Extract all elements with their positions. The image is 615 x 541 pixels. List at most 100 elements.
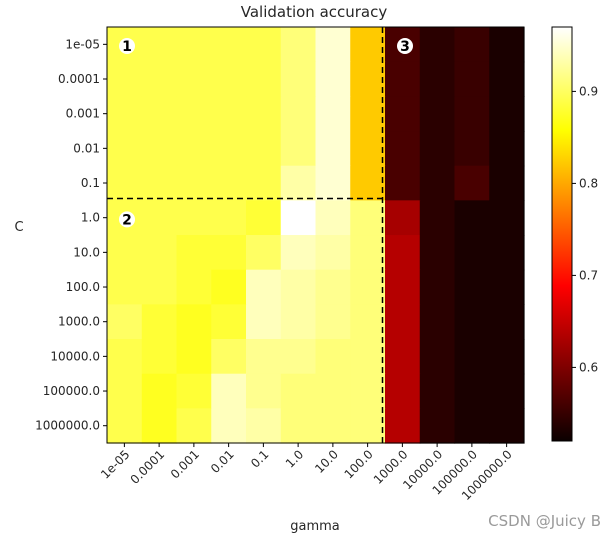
y-tick-label: 100.0 [66, 280, 100, 294]
heatmap-cell [315, 235, 351, 271]
heatmap-cell [107, 235, 143, 271]
heatmap-cell [454, 200, 490, 236]
heatmap-cell [419, 131, 456, 167]
heatmap-cell [176, 27, 212, 63]
heatmap-cell [141, 200, 178, 236]
x-tick-label: 0.1 [248, 447, 271, 470]
heatmap-cell [246, 27, 282, 63]
x-tick-label: 0.001 [168, 447, 202, 481]
heatmap-cell [454, 408, 490, 444]
heatmap-cell [454, 304, 490, 340]
heatmap-cell [454, 27, 490, 63]
x-tick-label: 0.01 [208, 447, 237, 476]
heatmap-cell [211, 269, 247, 305]
heatmap-cell [489, 373, 525, 409]
heatmap-cell [176, 165, 212, 201]
heatmap-cell [211, 304, 247, 340]
heatmap-cell [176, 373, 212, 409]
annotation-label: 1 [122, 39, 132, 55]
heatmap-cell [107, 165, 143, 201]
heatmap-cell [246, 269, 282, 305]
heatmap-cell [489, 200, 525, 236]
heatmap-cell [280, 235, 317, 271]
heatmap-cell [489, 131, 525, 167]
heatmap-cell [280, 61, 317, 97]
heatmap-cell [419, 373, 456, 409]
heatmap-cell [315, 408, 351, 444]
heatmap-cell [419, 339, 456, 375]
colorbar-ticks: 0.6 0.7 0.8 0.9 [572, 84, 598, 374]
heatmap-cell [107, 96, 143, 132]
heatmap-cell [385, 200, 421, 236]
heatmap-cell [141, 408, 178, 444]
x-axis-label: gamma [290, 519, 340, 534]
y-tick-label: 1.0 [81, 211, 100, 225]
heatmap-cell [350, 131, 386, 167]
heatmap-cell [350, 27, 386, 63]
heatmap-cell [489, 304, 525, 340]
heatmap-cell [385, 269, 421, 305]
heatmap-cell [350, 235, 386, 271]
heatmap-cell [419, 200, 456, 236]
heatmap-cell [246, 339, 282, 375]
heatmap-cell [385, 165, 421, 201]
heatmap-cell [246, 235, 282, 271]
heatmap-cell [280, 304, 317, 340]
y-tick-label: 0.1 [81, 176, 100, 190]
heatmap-cell [454, 235, 490, 271]
x-tick-label: 10.0 [312, 447, 341, 476]
heatmap-cell [141, 235, 178, 271]
heatmap-cell [350, 304, 386, 340]
y-tick-label: 1000.0 [58, 315, 100, 329]
heatmap-cell [454, 131, 490, 167]
heatmap-cell [454, 269, 490, 305]
heatmap-cell [141, 165, 178, 201]
heatmap-cell [315, 339, 351, 375]
heatmap-cell [385, 235, 421, 271]
heatmap-cell [350, 165, 386, 201]
heatmap-cell [141, 304, 178, 340]
heatmap-cell [280, 269, 317, 305]
heatmap-cell [315, 269, 351, 305]
heatmap-cell [385, 96, 421, 132]
heatmap-cell [419, 27, 456, 63]
heatmap-cell [141, 373, 178, 409]
y-tick-label: 1e-05 [65, 37, 100, 51]
heatmap-cell [454, 339, 490, 375]
heatmap-cell [350, 408, 386, 444]
y-tick-label: 0.001 [66, 107, 100, 121]
heatmap-cell [211, 200, 247, 236]
heatmap-cell [141, 27, 178, 63]
heatmap-cell [315, 27, 351, 63]
heatmap-cell [454, 61, 490, 97]
heatmap-cell [489, 269, 525, 305]
heatmap-cell [176, 339, 212, 375]
heatmap-cell [141, 131, 178, 167]
heatmap-cell [489, 96, 525, 132]
heatmap-cell [454, 96, 490, 132]
heatmap-cell [489, 165, 525, 201]
heatmap-cell [315, 61, 351, 97]
heatmap-cell [454, 165, 490, 201]
heatmap-cell [350, 96, 386, 132]
heatmap-cell [315, 165, 351, 201]
heatmap-cell [176, 200, 212, 236]
colorbar-tick-label: 0.8 [579, 176, 598, 190]
heatmap-cell [211, 408, 247, 444]
heatmap-cell [315, 373, 351, 409]
y-tick-label: 1000000.0 [35, 419, 100, 433]
colorbar [551, 26, 573, 442]
heatmap-cell [176, 269, 212, 305]
heatmap-cell [419, 61, 456, 97]
heatmap-cell [211, 96, 247, 132]
heatmap-cell [350, 200, 386, 236]
y-tick-label: 0.01 [73, 141, 100, 155]
heatmap-cell [107, 304, 143, 340]
region-annotations: 1 2 3 [119, 38, 413, 228]
heatmap-cell [280, 408, 317, 444]
heatmap-cell [489, 61, 525, 97]
heatmap-cell [350, 269, 386, 305]
heatmap-cell [350, 339, 386, 375]
heatmap-cell [315, 304, 351, 340]
heatmap-cell [246, 373, 282, 409]
